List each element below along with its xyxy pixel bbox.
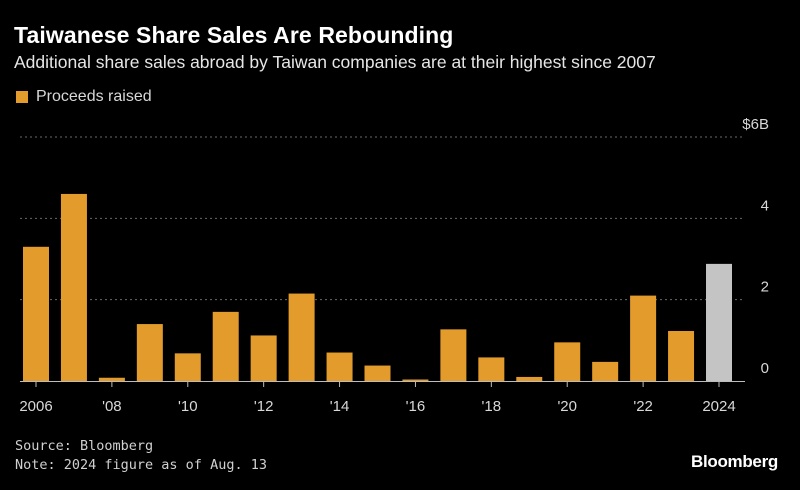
bar-2006 [23, 246, 49, 381]
x-tick-label: '22 [633, 398, 653, 415]
x-tick-label: '20 [557, 398, 577, 415]
x-tick-label: '12 [254, 398, 274, 415]
y-tick-label: 4 [761, 197, 769, 214]
x-tick-label: 2006 [19, 398, 52, 415]
bars [23, 193, 732, 381]
y-tick-label: $6B [742, 116, 769, 133]
bar-2017 [440, 329, 467, 381]
legend: Proceeds raised [16, 88, 152, 106]
x-axis: 2006 '08 '10 '12 '14 '16 '18 '20 '22 2024 [19, 381, 745, 415]
x-tick-label: 2024 [702, 398, 735, 415]
bar-2016 [402, 379, 429, 381]
x-tick-label: '18 [482, 398, 502, 415]
bar-2014 [326, 352, 353, 381]
bar-2015 [364, 365, 391, 381]
y-tick-label: 0 [761, 360, 769, 377]
bar-2008 [98, 377, 125, 381]
bar-2019 [516, 376, 543, 381]
bar-2010 [174, 353, 201, 381]
bar-2022 [630, 295, 657, 381]
bar-2012 [250, 335, 277, 381]
x-tick-label: '14 [330, 398, 350, 415]
source-note: Source: Bloomberg [15, 438, 154, 454]
chart-subtitle: Additional share sales abroad by Taiwan … [14, 52, 656, 72]
bar-2024 [706, 263, 732, 381]
bar-2011 [212, 311, 239, 381]
footer: Source: Bloomberg Note: 2024 figure as o… [15, 437, 267, 475]
chart-title: Taiwanese Share Sales Are Rebounding [14, 22, 454, 48]
bar-2021 [592, 361, 619, 381]
footnote: Note: 2024 figure as of Aug. 13 [15, 457, 267, 473]
grid-lines [20, 136, 745, 301]
bar-2013 [288, 293, 315, 381]
bar-2018 [478, 357, 505, 381]
legend-swatch [16, 91, 28, 103]
bar-2009 [136, 324, 163, 381]
legend-label: Proceeds raised [36, 88, 152, 105]
bloomberg-logo: Bloomberg [690, 452, 778, 471]
x-tick-label: '16 [406, 398, 426, 415]
x-tick-label: '08 [102, 398, 122, 415]
y-axis: 0 2 4 $6B [742, 116, 769, 377]
bar-2007 [60, 193, 87, 381]
bar-2023 [668, 330, 695, 381]
y-tick-label: 2 [761, 279, 769, 296]
x-tick-label: '10 [178, 398, 198, 415]
bar-2020 [554, 342, 581, 381]
